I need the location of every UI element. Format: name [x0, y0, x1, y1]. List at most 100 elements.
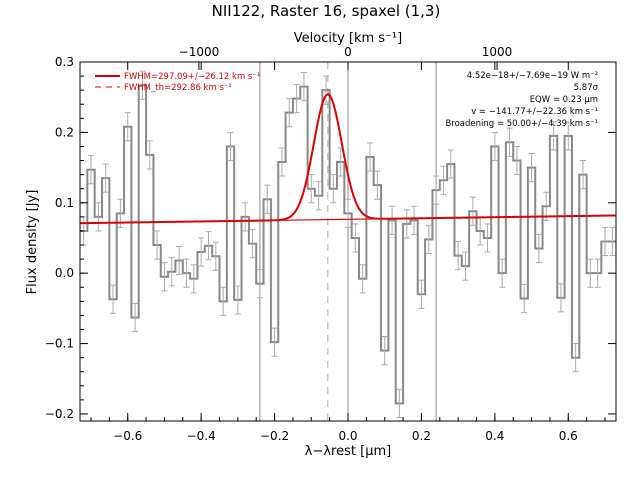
data-point	[609, 226, 616, 257]
data-point	[462, 251, 469, 281]
data-point	[447, 149, 454, 179]
legend: FWHM=297.09+/−26.12 km s⁻¹ FWHM_th=292.8…	[95, 72, 260, 93]
data-point	[154, 230, 161, 260]
data-point	[161, 262, 168, 292]
x-tick-label: 0.4	[485, 429, 504, 443]
data-point	[506, 127, 513, 157]
data-point	[440, 165, 447, 195]
axis-ticks: −0.6 −0.4 −0.2 0.0 0.2 0.4 0.6 −0.2 −0.1 0.0 0.1 0.…	[45, 45, 617, 443]
data-point	[168, 257, 175, 287]
data-point	[499, 258, 506, 288]
annotation-velocity: v = −141.77+/−22.36 km s⁻¹	[471, 107, 598, 117]
data-point	[300, 72, 307, 102]
data-point	[601, 226, 608, 257]
x-tick-label: 0.6	[559, 429, 578, 443]
annotations: 4.52e−18+/−7.69e−19 W m⁻² 5.87σ EQW = 0.…	[445, 71, 598, 129]
data-point	[469, 196, 476, 226]
data-point	[594, 258, 601, 288]
data-point	[565, 121, 572, 151]
x-tick-label: 0.2	[412, 429, 431, 443]
data-point	[293, 84, 300, 114]
data-point	[286, 98, 293, 128]
data-point	[579, 160, 586, 190]
data-point	[88, 155, 95, 185]
data-point	[455, 241, 462, 271]
plot-area	[80, 62, 616, 421]
data-point	[396, 388, 403, 418]
data-point	[234, 285, 241, 315]
chart-title: NII122, Raster 16, spaxel (1,3)	[212, 2, 441, 20]
data-point	[176, 245, 183, 276]
data-point	[102, 163, 109, 193]
data-point	[484, 223, 491, 253]
data-point	[220, 286, 227, 316]
data-point	[359, 264, 366, 294]
data-point	[212, 241, 219, 271]
data-point	[190, 264, 197, 294]
data-point	[521, 283, 528, 314]
annotation-flux: 4.52e−18+/−7.69e−19 W m⁻²	[467, 71, 598, 81]
data-point	[572, 343, 579, 373]
data-point	[271, 327, 278, 357]
data-point	[132, 302, 139, 333]
data-point	[425, 224, 432, 254]
data-point	[389, 205, 396, 235]
data-point	[403, 209, 410, 239]
data-point	[95, 202, 102, 232]
data-point	[198, 237, 205, 267]
data-point	[146, 140, 153, 170]
data-point	[374, 170, 381, 200]
fit-curve	[80, 93, 616, 225]
data-point	[528, 153, 535, 183]
top-tick-label: 1000	[482, 45, 513, 59]
legend-fwhm-th-label: FWHM_th=292.86 km s⁻¹	[124, 83, 232, 93]
data-point	[264, 184, 271, 214]
data-point	[227, 131, 234, 162]
plot-clipped-group	[80, 62, 616, 421]
data-point	[183, 258, 190, 288]
data-point	[352, 223, 359, 253]
data-point	[513, 145, 520, 176]
data-point	[535, 233, 542, 264]
y-tick-label: 0.2	[55, 125, 74, 139]
top-axis-label: Velocity [km s⁻¹]	[294, 31, 402, 46]
data-point	[124, 112, 131, 142]
data-point	[205, 231, 212, 261]
x-tick-label: 0.0	[338, 429, 357, 443]
data-point	[315, 181, 322, 211]
data-point	[278, 147, 285, 177]
annotation-eqw: EQW = 0.23 μm	[530, 95, 598, 105]
y-tick-label: 0.0	[55, 266, 74, 280]
x-axis-label: λ−λrest [μm]	[305, 444, 391, 459]
y-tick-label: −0.2	[45, 407, 74, 421]
data-point	[139, 70, 146, 100]
data-point	[322, 75, 329, 105]
data-point	[345, 198, 351, 228]
y-tick-label: 0.1	[55, 196, 74, 210]
data-point	[256, 269, 263, 299]
data-point	[550, 121, 557, 151]
top-tick-label: 0	[344, 45, 352, 59]
data-point	[242, 202, 249, 232]
flux-histogram	[80, 84, 616, 405]
data-point	[367, 142, 374, 172]
x-tick-label: −0.6	[113, 429, 142, 443]
data-point	[491, 131, 498, 162]
data-point	[411, 205, 418, 235]
annotation-sigma: 5.87σ	[574, 83, 599, 93]
data-point	[249, 229, 256, 259]
data-point	[418, 279, 425, 309]
data-point	[587, 258, 594, 288]
x-tick-label: −0.4	[187, 429, 216, 443]
annotation-broadening: Broadening = 50.00+/−4.39 km s⁻¹	[445, 119, 598, 129]
legend-fwhm-label: FWHM=297.09+/−26.12 km s⁻¹	[124, 72, 260, 82]
data-point	[308, 174, 315, 204]
data-point	[110, 284, 117, 314]
data-point	[330, 174, 337, 204]
y-tick-label: −0.1	[45, 337, 74, 351]
data-point	[381, 336, 388, 366]
data-point	[557, 283, 564, 313]
top-tick-label: −1000	[179, 45, 220, 59]
y-axis-label: Flux density [Jy]	[25, 190, 40, 295]
